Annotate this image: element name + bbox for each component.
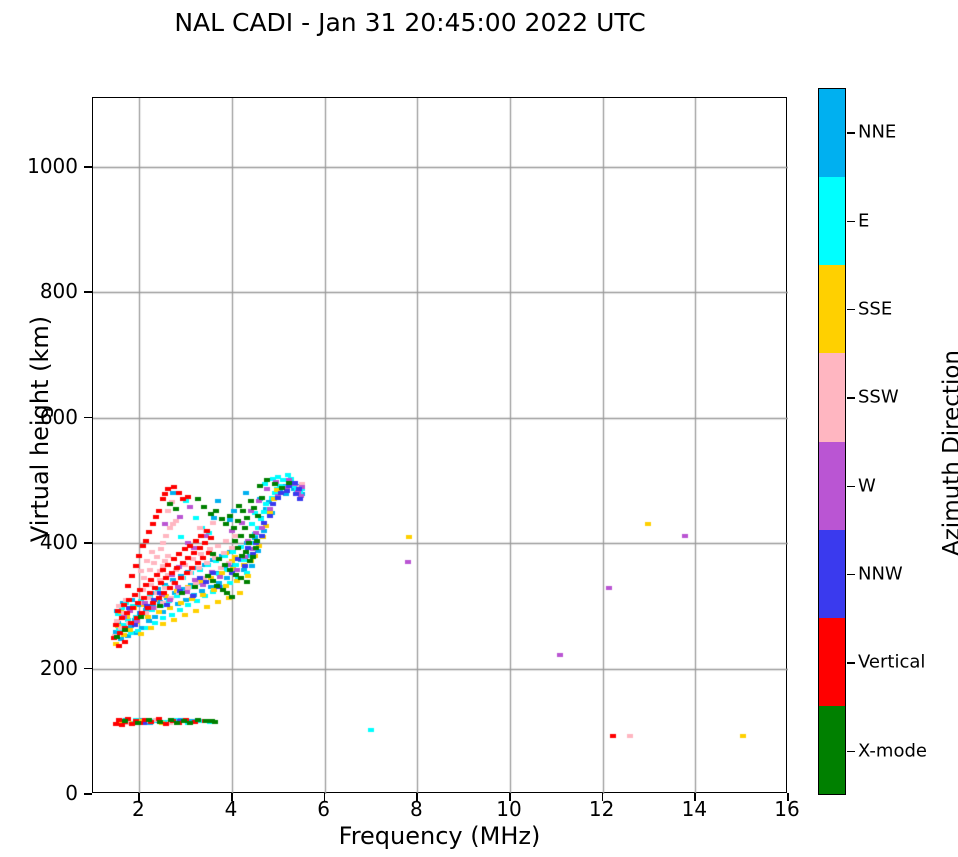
colorbar-segment-sse xyxy=(819,265,845,354)
x-tick-mark xyxy=(323,793,326,801)
colorbar-segment-e xyxy=(819,177,845,266)
x-tick-label: 10 xyxy=(496,797,522,821)
y-tick-mark xyxy=(84,165,92,168)
y-tick-label: 1000 xyxy=(27,153,78,178)
y-tick-mark xyxy=(84,542,92,544)
x-tick-mark xyxy=(787,793,789,801)
colorbar-tick-mark xyxy=(847,397,855,399)
x-tick-label: 4 xyxy=(224,797,238,821)
y-tick-label: 400 xyxy=(39,530,78,555)
x-tick-label: 16 xyxy=(774,797,800,821)
x-tick-label: 6 xyxy=(317,797,331,821)
colorbar-tick-mark xyxy=(847,662,855,664)
colorbar-tick-mark xyxy=(847,220,855,222)
y-tick-label: 0 xyxy=(65,781,78,805)
y-tick-mark xyxy=(84,416,92,419)
colorbar-tick-mark xyxy=(847,485,855,488)
colorbar-label-w: W xyxy=(858,475,876,497)
x-tick-label: 14 xyxy=(681,797,708,821)
x-tick-mark xyxy=(509,793,511,801)
x-tick-mark xyxy=(601,793,604,801)
y-tick-label: 200 xyxy=(39,655,78,680)
colorbar-label-ssw: SSW xyxy=(858,386,899,408)
colorbar-segment-x-mode xyxy=(819,705,845,794)
colorbar-segment-ssw xyxy=(819,353,845,442)
colorbar-label-e: E xyxy=(858,210,870,232)
colorbar-tick-mark xyxy=(847,574,855,576)
x-tick-label: 2 xyxy=(131,797,145,821)
colorbar-tick-mark xyxy=(847,132,855,134)
colorbar-segment-vertical xyxy=(819,617,845,706)
x-tick-label: 12 xyxy=(588,797,615,821)
y-axis-title: Virtual height (km) xyxy=(26,315,54,543)
colorbar-label-nnw: NNW xyxy=(858,563,903,585)
x-tick-label: 8 xyxy=(409,797,423,821)
plot-area xyxy=(92,97,788,794)
azimuth-colorbar xyxy=(818,88,846,795)
colorbar-title: Azimuth Direction xyxy=(939,350,958,556)
x-axis-title: Frequency (MHz) xyxy=(338,822,541,850)
x-tick-mark xyxy=(138,793,140,801)
scatter-plot-canvas xyxy=(93,98,788,794)
colorbar-label-nne: NNE xyxy=(858,121,897,143)
colorbar-tick-mark xyxy=(847,750,855,753)
y-tick-mark xyxy=(84,793,92,795)
colorbar-label-vertical: Vertical xyxy=(858,651,926,673)
colorbar-label-sse: SSE xyxy=(858,298,893,320)
x-tick-mark xyxy=(416,793,418,801)
colorbar-label-x-mode: X-mode xyxy=(858,740,927,762)
y-tick-label: 800 xyxy=(39,279,78,304)
colorbar-segment-nnw xyxy=(819,529,845,618)
x-tick-mark xyxy=(694,793,696,801)
y-tick-mark xyxy=(84,291,92,293)
y-tick-mark xyxy=(84,667,92,670)
colorbar-segment-w xyxy=(819,441,845,530)
y-tick-label: 600 xyxy=(39,404,78,429)
colorbar-segment-nne xyxy=(819,89,845,178)
colorbar-tick-mark xyxy=(847,308,855,311)
page-title: NAL CADI - Jan 31 20:45:00 2022 UTC xyxy=(174,8,646,37)
x-tick-mark xyxy=(231,793,233,801)
